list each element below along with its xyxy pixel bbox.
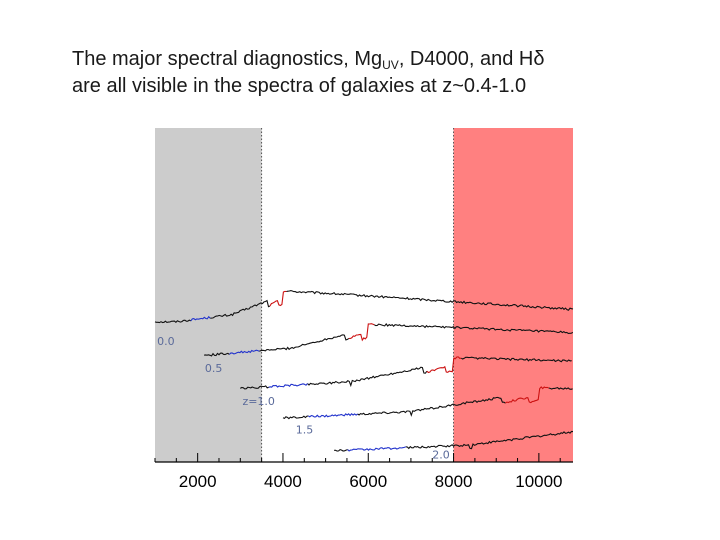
redshift-label: 0.5	[205, 362, 223, 375]
spectrum-line	[334, 448, 348, 452]
reference-lines	[261, 128, 455, 462]
spectrum-line	[282, 415, 309, 420]
blue-limit-band	[155, 128, 262, 462]
x-tick-label: 8000	[435, 472, 473, 491]
spectrum-line	[154, 319, 192, 324]
red-limit-band	[453, 128, 573, 462]
mguv-segment	[268, 383, 308, 388]
spectrum-z=1.5	[282, 386, 573, 420]
x-tick-label: 2000	[179, 472, 217, 491]
spectrum-line	[460, 356, 572, 363]
spectrum-line	[259, 334, 350, 352]
spectrum-line	[210, 299, 271, 319]
spectrum-line	[203, 352, 230, 357]
d4000-segment	[348, 323, 375, 342]
mguv-segment	[308, 413, 358, 418]
spectrum-z=0.5	[203, 322, 574, 357]
redshift-label: 0.0	[157, 335, 175, 348]
redshift-label: z=1.0	[242, 395, 274, 408]
spectrum-line	[373, 322, 574, 334]
x-tick-label: 10000	[515, 472, 562, 491]
title-line-1: The major spectral diagnostics, MgUV, D4…	[72, 48, 545, 72]
mguv-segment	[229, 349, 260, 355]
d4000-segment	[426, 356, 462, 374]
redshift-label: 1.5	[296, 424, 314, 437]
spectrum-line	[240, 385, 269, 390]
slide-title: The major spectral diagnostics, MgUV, D4…	[72, 46, 692, 100]
spectrum-line	[548, 386, 573, 390]
delta-symbol: δ	[533, 48, 545, 70]
spectrum-line	[307, 366, 428, 388]
mguv-segment	[347, 446, 407, 452]
spectrum-z=2.0	[334, 430, 574, 452]
spectrum-line	[286, 290, 574, 311]
redshift-label: 2.0	[432, 449, 450, 462]
shaded-bands	[155, 128, 573, 462]
title-line-2: are all visible in the spectra of galaxi…	[72, 75, 527, 97]
x-axis	[154, 453, 573, 463]
x-tick-label: 4000	[264, 472, 302, 491]
d4000-segment	[269, 290, 287, 307]
spectra-group	[154, 290, 574, 452]
mguv-segment	[190, 315, 211, 322]
d4000-segment	[505, 386, 549, 404]
x-tick-label: 6000	[349, 472, 387, 491]
spectrum-line	[357, 396, 506, 417]
spectrum-z=0.0	[154, 290, 574, 324]
redshift-labels: 0.0 0.5 z=1.0 1.5 2.0	[157, 335, 450, 462]
x-tick-labels: 2000 4000 6000 8000 10000	[179, 472, 563, 491]
spectrum-line	[405, 430, 574, 450]
spectrum-z=1.0	[240, 356, 572, 390]
